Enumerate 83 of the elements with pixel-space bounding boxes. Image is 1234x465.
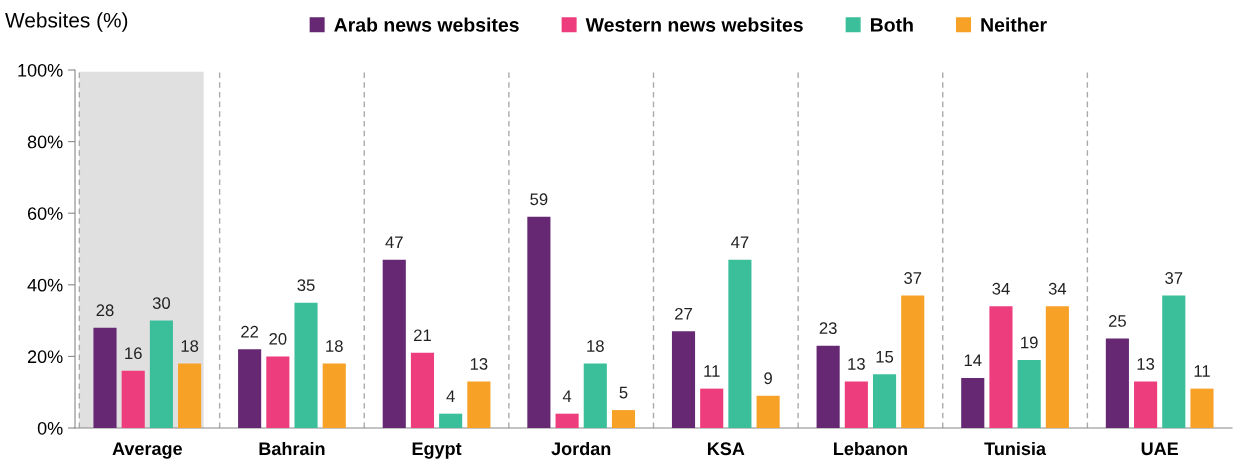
data-label: 9 <box>764 372 772 385</box>
bar <box>238 349 262 428</box>
data-label: 28 <box>96 304 114 317</box>
data-label: 19 <box>1021 336 1038 349</box>
bar <box>1134 381 1158 428</box>
legend-label: Western news websites <box>585 17 803 32</box>
bar <box>700 388 724 428</box>
y-axis-title: Websites (%) <box>5 12 128 32</box>
data-label: 30 <box>152 297 171 309</box>
bar <box>961 377 985 428</box>
bar <box>555 413 579 428</box>
data-label: 18 <box>326 340 343 352</box>
data-label: 35 <box>297 279 315 292</box>
bar <box>611 410 636 428</box>
legend-label: Neither <box>981 17 1047 32</box>
bar <box>410 352 435 428</box>
x-tick-label: Jordan <box>551 441 611 456</box>
bar <box>93 327 117 428</box>
bar <box>178 363 202 428</box>
bar <box>382 259 406 428</box>
y-tick-label: 40% <box>27 278 63 292</box>
bar <box>439 413 463 428</box>
data-label: 4 <box>446 390 455 402</box>
bar <box>844 381 868 428</box>
data-label: 37 <box>1165 272 1183 284</box>
x-tick-label: Tunisia <box>984 441 1047 456</box>
x-tick-label: Lebanon <box>834 441 907 456</box>
legend-label: Both <box>870 17 913 32</box>
y-tick-label: 60% <box>27 207 63 220</box>
bar <box>266 356 290 428</box>
data-label: 14 <box>964 354 982 367</box>
bar <box>322 363 346 428</box>
bar <box>872 374 897 428</box>
bar <box>1190 388 1214 428</box>
bar <box>816 345 840 428</box>
data-label: 34 <box>992 282 1010 295</box>
data-label: 15 <box>876 351 894 363</box>
bar <box>1045 306 1069 428</box>
data-label: 27 <box>675 307 692 320</box>
x-tick-label: UAE <box>1141 442 1179 456</box>
bar <box>294 302 318 428</box>
data-label: 18 <box>181 340 199 352</box>
data-label: 13 <box>470 358 488 370</box>
bar <box>728 259 752 428</box>
data-label: 23 <box>819 322 837 335</box>
data-label: 13 <box>848 358 865 370</box>
x-tick-label: Bahrain <box>259 441 325 456</box>
data-label: 16 <box>125 347 142 360</box>
legend-label: Arab news websites <box>334 17 519 32</box>
bar <box>671 331 696 428</box>
data-label: 21 <box>414 329 431 342</box>
data-label: 11 <box>1194 365 1210 377</box>
data-label: 47 <box>385 236 403 248</box>
bar <box>1105 338 1129 428</box>
data-label: 47 <box>731 236 749 248</box>
data-label: 22 <box>241 325 259 338</box>
data-label: 37 <box>904 272 922 284</box>
data-label: 13 <box>1137 358 1155 370</box>
bar <box>1162 295 1186 428</box>
x-tick-label: KSA <box>707 442 745 456</box>
bar <box>756 395 780 428</box>
y-tick-label: 20% <box>27 350 63 364</box>
x-tick-label: Average <box>112 442 182 459</box>
bar <box>1017 359 1041 428</box>
data-label: 34 <box>1048 282 1067 295</box>
y-tick-label: 0% <box>37 421 63 435</box>
bar <box>989 306 1013 428</box>
data-label: 59 <box>530 193 548 206</box>
x-tick-label: Egypt <box>412 442 462 459</box>
data-label: 25 <box>1108 315 1126 327</box>
bar <box>467 381 491 428</box>
y-tick-label: 80% <box>27 135 63 149</box>
y-tick-label: 100% <box>18 63 63 77</box>
data-label: 4 <box>562 390 572 402</box>
bar <box>583 363 607 428</box>
bar <box>121 370 145 428</box>
data-label: 18 <box>587 340 604 352</box>
bar <box>901 295 925 428</box>
bar <box>527 216 551 428</box>
data-label: 20 <box>269 332 287 345</box>
data-label: 5 <box>619 386 628 399</box>
data-label: 11 <box>704 365 720 377</box>
bar <box>149 320 173 428</box>
